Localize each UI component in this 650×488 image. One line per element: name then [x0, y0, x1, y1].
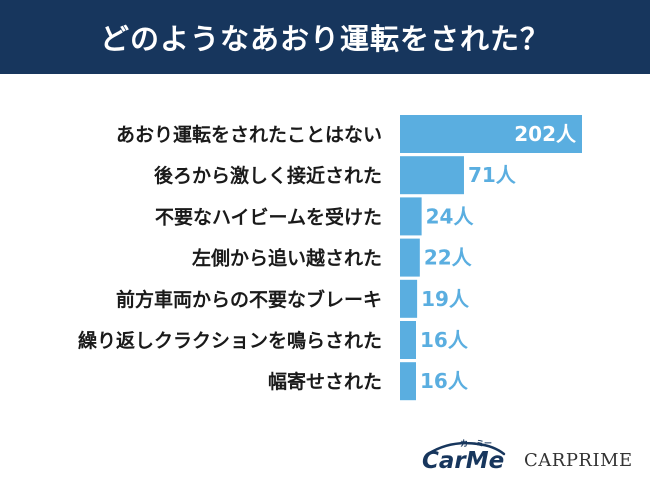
- bar: [400, 362, 416, 401]
- category-label: 後ろから激しく接近された: [154, 164, 382, 187]
- category-label: 左側から追い越された: [192, 247, 382, 270]
- carme-logo-text: CarMe: [422, 448, 505, 474]
- logo-area: カーミー CarMe CARPRIME: [420, 436, 640, 480]
- bar: [400, 321, 416, 359]
- bar: [400, 197, 422, 236]
- data-label: 19人: [421, 287, 470, 311]
- category-label: 繰り返しクラクションを鳴らされた: [78, 329, 382, 352]
- bar: [400, 238, 420, 277]
- data-label: 22人: [424, 246, 473, 270]
- data-label: 24人: [426, 204, 475, 228]
- carme-ruby: カーミー: [460, 439, 492, 448]
- bar: [400, 156, 464, 195]
- carprime-logo: CARPRIME: [524, 450, 633, 471]
- category-label: あおり運転をされたことはない: [116, 124, 382, 146]
- carme-logo: カーミー CarMe: [420, 436, 512, 480]
- category-label: 幅寄せされた: [268, 370, 382, 393]
- data-label: 202人: [514, 122, 577, 146]
- category-label: 前方車両からの不要なブレーキ: [116, 288, 382, 311]
- car-swoosh-icon: [426, 441, 506, 456]
- data-label: 16人: [420, 328, 469, 352]
- category-label: 不要なハイビームを受けた: [155, 205, 382, 228]
- data-label: 16人: [420, 369, 469, 393]
- chart-title: どのようなあおり運転をされた？: [0, 0, 650, 74]
- bar: [400, 115, 582, 153]
- bar: [400, 279, 418, 318]
- data-label: 71人: [468, 163, 517, 187]
